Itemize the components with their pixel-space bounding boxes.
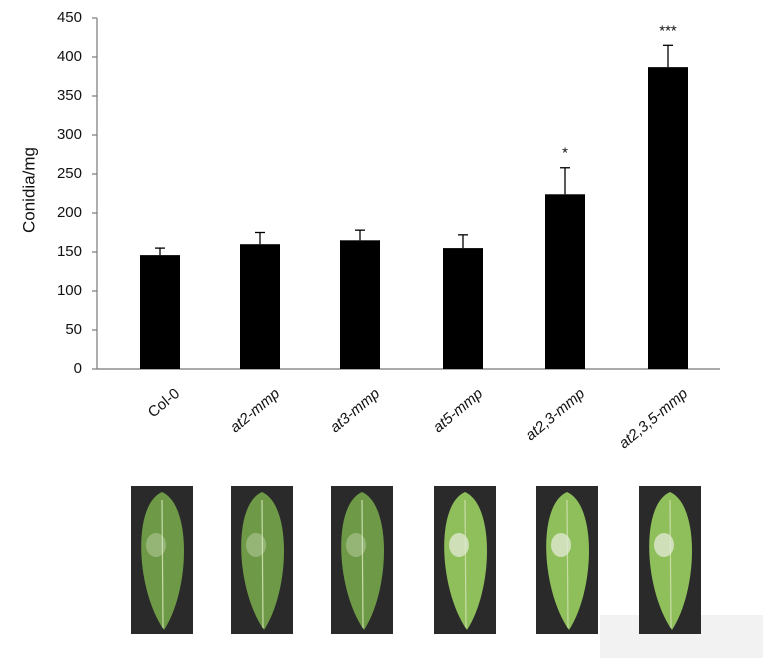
leaf-spot <box>654 533 674 557</box>
leaf-vein <box>361 499 364 629</box>
bar <box>648 67 688 369</box>
leaf-vein <box>566 499 569 629</box>
leaf-spot <box>449 533 469 557</box>
leaf-vein <box>669 499 672 629</box>
leaf-spot <box>246 533 266 557</box>
leaf-spot <box>346 533 366 557</box>
y-tick-label: 400 <box>57 48 82 65</box>
leaf-vein <box>261 499 264 629</box>
x-tick-label: at2,3-mmp <box>522 385 588 444</box>
significance-label: * <box>562 145 568 162</box>
y-tick-label: 250 <box>57 165 82 182</box>
y-tick-label: 150 <box>57 243 82 260</box>
y-tick-label: 200 <box>57 204 82 221</box>
bar <box>443 248 483 369</box>
leaf-spot <box>146 533 166 557</box>
bar <box>140 255 180 369</box>
x-tick-label: at3-mmp <box>327 385 383 436</box>
y-tick-label: 450 <box>57 9 82 26</box>
x-tick-label: at5-mmp <box>430 385 486 436</box>
y-tick-label: 350 <box>57 87 82 104</box>
leaf-spot <box>551 533 571 557</box>
y-tick-label: 300 <box>57 126 82 143</box>
x-tick-label: at2,3,5-mmp <box>616 385 691 452</box>
leaf-vein <box>161 499 164 629</box>
y-tick-label: 0 <box>74 360 82 377</box>
leaf-images <box>131 486 763 658</box>
y-axis-label: Conidia/mg <box>19 147 38 233</box>
bar <box>240 244 280 369</box>
leaf-vein <box>464 499 467 629</box>
bar <box>340 240 380 369</box>
y-tick-label: 100 <box>57 282 82 299</box>
y-tick-label: 50 <box>65 321 82 338</box>
bar <box>545 194 585 369</box>
x-tick-label: at2-mmp <box>227 385 283 436</box>
x-tick-label: Col-0 <box>145 385 183 421</box>
significance-label: *** <box>659 22 677 39</box>
